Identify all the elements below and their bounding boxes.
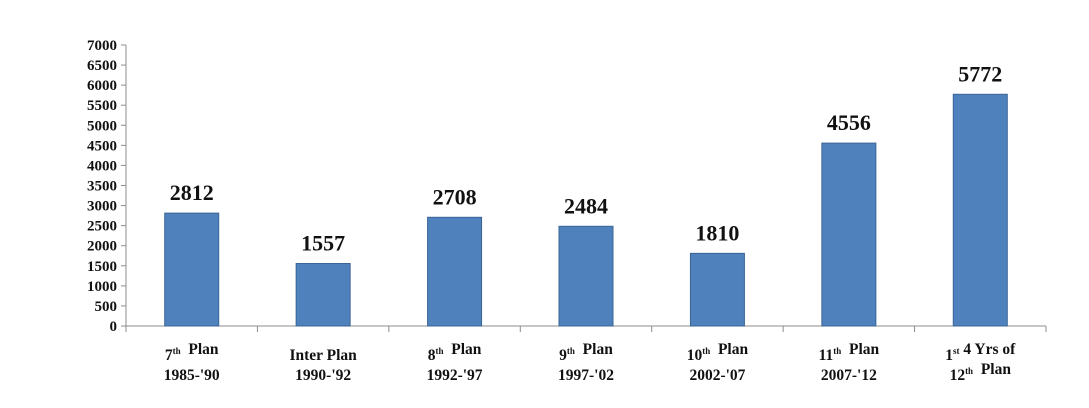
- tick-text: 11: [819, 347, 834, 364]
- tick-text: Plan: [710, 341, 748, 358]
- data-labels: 2812 1557 2708 2484 1810 4556 5772: [170, 61, 1003, 255]
- x-axis: [125, 325, 1047, 332]
- data-label: 1810: [695, 220, 739, 245]
- x-tick-label-line1: 1st 4 Yrs of: [945, 341, 1016, 364]
- data-label: 2484: [564, 193, 608, 218]
- bar: [164, 212, 220, 327]
- y-tick-label: 1500: [87, 259, 117, 275]
- data-label: 1557: [301, 230, 345, 255]
- y-tick-label: 7000: [87, 38, 117, 54]
- superscript: st: [953, 346, 960, 356]
- data-label: 5772: [958, 61, 1002, 86]
- bar: [427, 216, 483, 327]
- y-tick-label: 5000: [87, 118, 117, 134]
- tick-text: Plan: [841, 341, 879, 358]
- tick-text: Plan: [575, 341, 613, 358]
- x-tick-label-line2: 1992-'97: [427, 367, 483, 384]
- superscript: th: [833, 346, 841, 356]
- bar: [558, 225, 614, 327]
- x-tick-label-line2: 2007-'12: [821, 367, 877, 384]
- tick-text: 1: [945, 347, 953, 364]
- tick-text: 7: [165, 347, 173, 364]
- x-tick-label-line1: 10th Plan: [687, 341, 749, 364]
- x-tick-label-line2: 12th Plan: [950, 361, 1012, 384]
- bar: [689, 252, 745, 327]
- bar: [821, 142, 877, 327]
- y-axis: 0 500 1000 1500 2000 2500 3000 3500 4000 4500 5000…: [87, 38, 127, 335]
- data-label: 4556: [827, 110, 871, 135]
- tick-text: Plan: [181, 341, 219, 358]
- superscript: th: [173, 346, 181, 356]
- x-tick-label-line1: 7th Plan: [165, 341, 219, 364]
- y-tick-label: 2000: [87, 239, 117, 255]
- x-tick-label-line1: 11th Plan: [819, 341, 880, 364]
- superscript: th: [965, 366, 973, 376]
- x-tick-label-line1: Inter Plan: [289, 347, 357, 364]
- tick-text: Plan: [444, 341, 482, 358]
- tick-text: 4 Yrs of: [959, 341, 1016, 358]
- y-tick-label: 3500: [87, 179, 117, 195]
- x-tick-label-line1: 8th Plan: [428, 341, 482, 364]
- tick-text: 8: [428, 347, 436, 364]
- tick-text: 12: [950, 367, 966, 384]
- x-tick-label-line2: 1985-'90: [164, 367, 220, 384]
- x-tick-label-line1: 9th Plan: [559, 341, 613, 364]
- y-tick-label: 4500: [87, 138, 117, 154]
- data-label: 2812: [170, 180, 214, 205]
- y-tick-label: 0: [110, 319, 118, 335]
- y-tick-label: 3000: [87, 199, 117, 215]
- y-tick-label: 500: [95, 299, 118, 315]
- tick-text: 9: [559, 347, 567, 364]
- superscript: th: [702, 346, 710, 356]
- bars: [164, 93, 1008, 327]
- y-tick-label: 4000: [87, 158, 117, 174]
- data-label: 2708: [433, 184, 477, 209]
- y-tick-label: 6000: [87, 78, 117, 94]
- y-tick-label: 2500: [87, 219, 117, 235]
- bar: [952, 93, 1008, 327]
- x-tick-label-line2: 2002-'07: [689, 367, 745, 384]
- x-tick-label-line2: 1997-'02: [558, 367, 614, 384]
- y-tick-label: 5500: [87, 98, 117, 114]
- y-tick-label: 1000: [87, 279, 117, 295]
- y-tick-label: 6500: [87, 58, 117, 74]
- bar: [295, 262, 351, 327]
- superscript: th: [567, 346, 575, 356]
- tick-text: Plan: [973, 361, 1011, 378]
- tick-text: 10: [687, 347, 703, 364]
- superscript: th: [435, 346, 443, 356]
- x-tick-label-line2: 1990-'92: [295, 367, 351, 384]
- tick-text: Inter Plan: [289, 347, 357, 364]
